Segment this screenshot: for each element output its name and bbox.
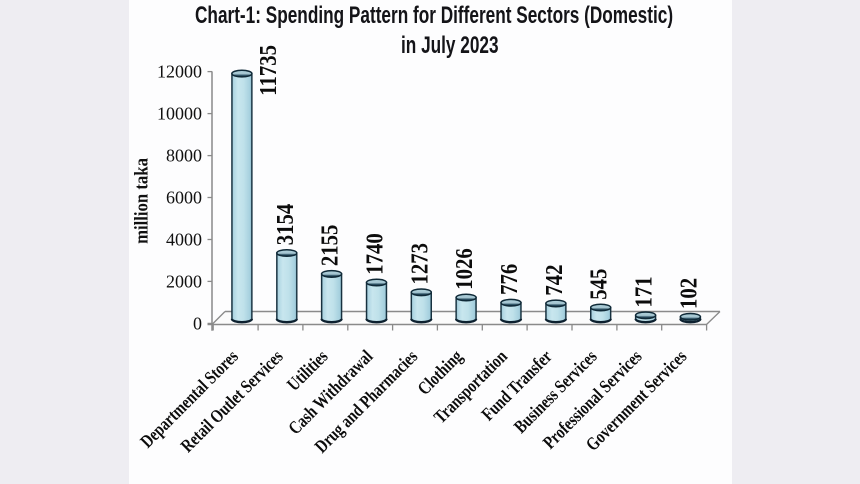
svg-text:10000: 10000: [157, 104, 202, 124]
svg-text:12000: 12000: [157, 62, 202, 82]
svg-text:million taka: million taka: [131, 158, 152, 244]
svg-text:742: 742: [541, 264, 568, 295]
svg-text:102: 102: [675, 278, 702, 309]
svg-text:3154: 3154: [271, 204, 298, 245]
svg-text:1273: 1273: [406, 243, 433, 284]
svg-text:1740: 1740: [361, 233, 388, 274]
svg-text:2000: 2000: [166, 271, 202, 291]
svg-text:776: 776: [496, 264, 523, 295]
svg-text:6000: 6000: [166, 188, 202, 208]
svg-text:8000: 8000: [166, 146, 202, 166]
svg-text:11735: 11735: [255, 45, 282, 96]
svg-text:2155: 2155: [316, 225, 343, 266]
svg-text:4000: 4000: [166, 230, 202, 250]
svg-text:171: 171: [630, 276, 657, 307]
svg-text:545: 545: [585, 269, 612, 300]
svg-text:0: 0: [193, 313, 202, 333]
svg-text:1026: 1026: [451, 248, 478, 289]
